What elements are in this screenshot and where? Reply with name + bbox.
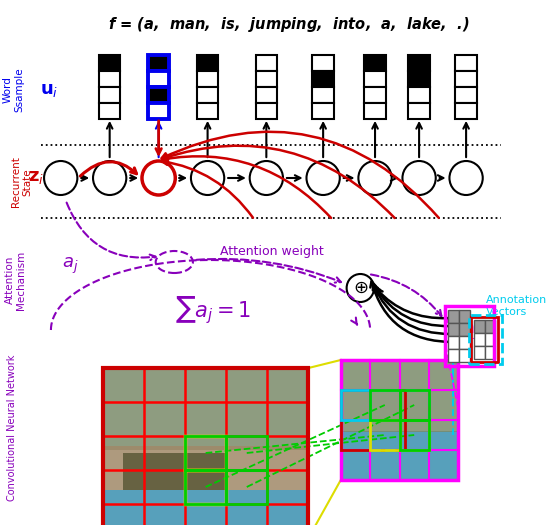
Bar	[255, 55, 277, 71]
Bar	[399, 420, 429, 450]
Bar	[449, 310, 459, 323]
Circle shape	[403, 161, 436, 195]
Bar	[455, 55, 477, 71]
Text: $\mathbf{h}_j$: $\mathbf{h}_j$	[461, 318, 479, 342]
Bar	[312, 55, 334, 71]
Bar	[370, 390, 399, 420]
Bar	[471, 317, 498, 362]
Circle shape	[93, 161, 127, 195]
Circle shape	[142, 161, 175, 195]
Bar	[459, 336, 470, 349]
Bar	[148, 103, 170, 119]
Bar	[99, 103, 120, 119]
Bar	[370, 390, 429, 450]
Bar	[474, 346, 485, 359]
Bar	[449, 336, 459, 349]
Circle shape	[358, 161, 391, 195]
Bar	[455, 87, 477, 103]
Bar	[105, 490, 306, 525]
Bar	[148, 55, 170, 71]
Bar	[197, 87, 218, 103]
Text: $\boldsymbol{f}$ = (a,  man,  is,  jumping,  into,  a,  lake,  .): $\boldsymbol{f}$ = (a, man, is, jumping,…	[108, 15, 470, 34]
Bar	[312, 103, 334, 119]
Bar	[364, 87, 386, 103]
Bar	[455, 103, 477, 119]
Bar	[399, 420, 429, 450]
Text: Annotation
Vectors: Annotation Vectors	[486, 295, 547, 317]
Text: $\oplus$: $\oplus$	[353, 279, 368, 297]
Circle shape	[250, 161, 283, 195]
Text: Attention weight: Attention weight	[220, 246, 324, 258]
Circle shape	[191, 161, 224, 195]
Ellipse shape	[156, 251, 193, 273]
Bar	[341, 390, 405, 450]
Bar	[123, 453, 226, 490]
Bar	[445, 306, 493, 366]
Bar	[185, 470, 226, 504]
Bar	[341, 360, 458, 480]
Bar	[312, 87, 334, 103]
Bar	[226, 436, 267, 470]
Bar	[255, 87, 277, 103]
Bar	[408, 87, 430, 103]
Bar	[197, 103, 218, 119]
Circle shape	[347, 274, 374, 302]
Text: Convolutional Neural Network: Convolutional Neural Network	[7, 355, 17, 501]
Bar	[342, 362, 458, 432]
Bar	[226, 470, 267, 504]
Bar	[408, 71, 430, 87]
Bar	[474, 333, 485, 346]
Bar	[364, 55, 386, 71]
Bar	[469, 315, 502, 364]
Text: Word
Ssample: Word Ssample	[3, 68, 25, 112]
Bar	[455, 71, 477, 87]
Text: $\mathbf{z}_i$: $\mathbf{z}_i$	[28, 168, 44, 186]
Bar	[370, 390, 399, 420]
Bar	[459, 323, 470, 336]
Bar	[99, 55, 120, 71]
Bar	[341, 390, 370, 420]
Bar	[148, 87, 170, 103]
Text: $a_j$: $a_j$	[62, 256, 79, 276]
Bar	[370, 420, 399, 450]
Bar	[485, 320, 496, 333]
Bar	[408, 103, 430, 119]
Text: $\sum a_j=1$: $\sum a_j=1$	[175, 294, 251, 326]
Circle shape	[306, 161, 340, 195]
Bar	[485, 346, 496, 359]
Bar	[399, 390, 429, 420]
Bar	[474, 320, 485, 333]
Bar	[312, 71, 334, 87]
Bar	[105, 370, 306, 449]
Bar	[364, 71, 386, 87]
Circle shape	[44, 161, 77, 195]
Circle shape	[450, 161, 483, 195]
Text: $\mathbf{u}_i$: $\mathbf{u}_i$	[40, 81, 59, 99]
Bar	[99, 71, 120, 87]
Bar	[185, 436, 226, 470]
Bar	[105, 446, 306, 490]
Bar	[148, 71, 170, 87]
Bar	[185, 470, 226, 504]
Bar	[364, 103, 386, 119]
Text: Recurrent
State: Recurrent State	[11, 156, 32, 207]
Bar	[449, 349, 459, 362]
Text: Attention
Mechanism: Attention Mechanism	[5, 250, 26, 310]
Bar	[408, 55, 430, 71]
Bar	[342, 431, 458, 479]
Bar	[185, 436, 226, 470]
Bar	[197, 71, 218, 87]
Bar	[459, 349, 470, 362]
Bar	[449, 323, 459, 336]
Bar	[103, 368, 309, 525]
Bar	[197, 55, 218, 71]
Bar	[255, 71, 277, 87]
Bar	[255, 103, 277, 119]
Bar	[485, 333, 496, 346]
Bar	[459, 310, 470, 323]
Bar	[99, 87, 120, 103]
